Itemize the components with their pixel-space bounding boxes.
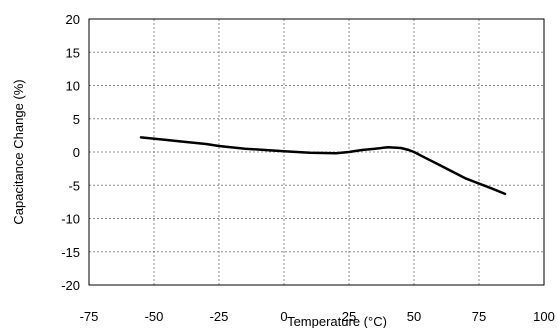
series-line: [139, 136, 507, 196]
x-tick-label: 25: [342, 309, 356, 324]
y-tick-label: 0: [73, 145, 80, 160]
y-tick-label: 20: [66, 12, 80, 27]
y-tick-label: 10: [66, 79, 80, 94]
x-tick-label: -50: [145, 309, 164, 324]
y-tick-label: -5: [68, 178, 80, 193]
x-tick-label: 75: [472, 309, 486, 324]
y-tick-label: -10: [61, 212, 80, 227]
x-tick-label: 100: [533, 309, 555, 324]
x-tick-label: -75: [80, 309, 99, 324]
y-tick-label: -20: [61, 278, 80, 293]
y-tick-labels: -20 -15 -10 -5 0 5 10 15 20: [61, 12, 80, 293]
plot-frame: [88, 18, 545, 286]
x-tick-labels: -75 -50 -25 0 25 50 75 100: [80, 309, 555, 324]
x-axis-label: Temperature (°C): [287, 314, 387, 328]
x-tick-label: -25: [210, 309, 229, 324]
y-tick-label: 5: [73, 112, 80, 127]
x-tick-label: 50: [407, 309, 421, 324]
y-tick-label: 15: [66, 45, 80, 60]
x-tick-label: 0: [280, 309, 287, 324]
y-axis-label: Capacitance Change (%): [11, 79, 26, 224]
y-tick-label: -15: [61, 245, 80, 260]
